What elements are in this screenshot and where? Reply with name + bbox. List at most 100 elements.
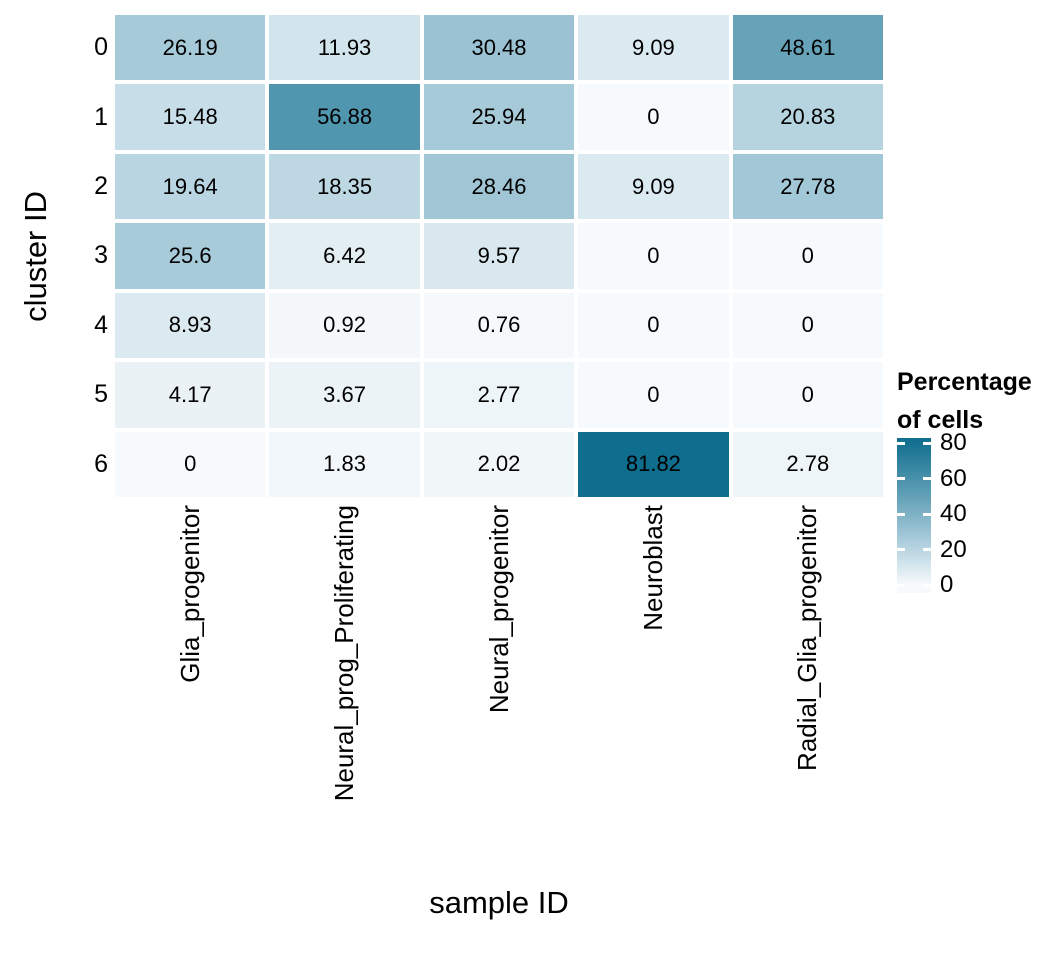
cell-value-label: 0 bbox=[647, 242, 660, 268]
legend-tick-mark bbox=[897, 512, 905, 516]
cell-value-label: 0 bbox=[801, 312, 814, 338]
heatmap-cell: 28.46 bbox=[423, 153, 575, 220]
cell-value-label: 2.77 bbox=[477, 381, 521, 407]
cell-value-label: 28.46 bbox=[471, 173, 527, 199]
cell-value-label: 0 bbox=[647, 312, 660, 338]
cell-value-label: 9.09 bbox=[631, 173, 675, 199]
cell-value-label: 26.19 bbox=[162, 34, 218, 60]
legend-tick-mark bbox=[923, 477, 931, 480]
y-tick-label: 4 bbox=[94, 310, 108, 339]
cell-value-label: 0 bbox=[184, 451, 197, 477]
heatmap-cell: 25.94 bbox=[423, 84, 575, 150]
cell-value-label: 25.94 bbox=[471, 104, 527, 130]
cell-value-label: 30.48 bbox=[471, 34, 527, 60]
x-tick-label: Neuroblast bbox=[637, 505, 668, 631]
cell-value-label: 48.61 bbox=[780, 34, 836, 60]
x-tick-label: Glia_progenitor bbox=[174, 505, 205, 683]
heatmap-cell: 0.76 bbox=[423, 292, 575, 359]
x-tick-label: Radial_Glia_progenitor bbox=[792, 505, 823, 771]
cell-value-label: 0 bbox=[801, 381, 814, 407]
cell-value-label: 18.35 bbox=[317, 173, 373, 199]
heatmap-cell: 11.93 bbox=[269, 15, 420, 81]
legend-tick-label: 80 bbox=[940, 429, 967, 456]
y-axis-tick-labels: 0 1 2 3 4 5 6 bbox=[58, 15, 108, 497]
heatmap-cell: 25.6 bbox=[115, 223, 266, 289]
heatmap-cell: 0 bbox=[732, 362, 883, 428]
y-tick-label: 5 bbox=[94, 380, 108, 409]
cell-value-label: 11.93 bbox=[317, 34, 372, 60]
heatmap-cell: 0 bbox=[578, 223, 729, 289]
cell-value-label: 9.57 bbox=[477, 242, 521, 268]
x-axis-title: sample ID bbox=[429, 885, 569, 920]
legend-title-line: of cells bbox=[897, 406, 984, 434]
cell-value-label: 19.64 bbox=[162, 173, 218, 199]
heatmap-cell: 9.57 bbox=[423, 223, 575, 289]
y-tick-label: 3 bbox=[94, 241, 108, 270]
cell-value-label: 0 bbox=[647, 104, 660, 130]
heatmap-grid: 26.19 11.93 30.48 9.09 48.61 15.48 56.88 25.94 0… bbox=[115, 15, 883, 497]
heatmap-cell: 3.67 bbox=[269, 362, 420, 428]
heatmap-cell: 0 bbox=[578, 84, 729, 150]
legend-title: Percentage of cells bbox=[897, 363, 1032, 439]
cell-value-label: 27.78 bbox=[780, 173, 836, 199]
legend-tick-mark bbox=[897, 477, 905, 480]
legend-title-line: Percentage bbox=[897, 368, 1032, 396]
y-tick-label: 6 bbox=[94, 449, 108, 478]
cell-value-label: 20.83 bbox=[780, 104, 836, 130]
x-tick-label: Neural_prog_Proliferating bbox=[329, 505, 360, 802]
legend-tick-mark bbox=[923, 583, 931, 587]
legend-tick-mark bbox=[923, 512, 931, 516]
heatmap-cell: 2.78 bbox=[732, 431, 883, 497]
heatmap-cell: 2.02 bbox=[423, 431, 575, 497]
cell-value-label: 2.02 bbox=[477, 451, 521, 477]
cell-value-label: 9.09 bbox=[631, 34, 675, 60]
cell-value-label: 3.67 bbox=[323, 381, 366, 407]
heatmap-cell: 27.78 bbox=[732, 153, 883, 220]
legend-tick-label: 20 bbox=[940, 535, 967, 563]
cell-value-label: 8.93 bbox=[168, 312, 212, 338]
heatmap-cell: 56.88 bbox=[269, 84, 420, 150]
legend-tick-label: 60 bbox=[940, 464, 967, 492]
heatmap-cell: 0 bbox=[115, 431, 266, 497]
y-axis-title-text: cluster ID bbox=[18, 190, 53, 322]
cell-value-label: 0.92 bbox=[323, 312, 366, 338]
cell-value-label: 0.76 bbox=[477, 312, 521, 338]
y-tick-label: 1 bbox=[94, 102, 108, 131]
heatmap-cell: 0 bbox=[732, 292, 883, 359]
cell-value-label: 56.88 bbox=[317, 104, 373, 130]
heatmap-cell: 0.92 bbox=[269, 292, 420, 359]
heatmap-cell: 8.93 bbox=[115, 292, 266, 359]
cell-value-label: 81.82 bbox=[625, 451, 681, 477]
heatmap-cell: 15.48 bbox=[115, 84, 266, 150]
heatmap-cell: 2.77 bbox=[423, 362, 575, 428]
legend-tick-mark bbox=[897, 583, 905, 587]
cell-value-label: 15.48 bbox=[162, 104, 218, 130]
legend-tick-mark bbox=[897, 548, 905, 551]
heatmap-cell: 19.64 bbox=[115, 153, 266, 220]
heatmap-cell: 81.82 bbox=[578, 431, 729, 497]
cell-value-label: 6.42 bbox=[323, 242, 366, 268]
heatmap-cell: 9.09 bbox=[578, 15, 729, 81]
x-tick-label: Neural_progenitor bbox=[483, 505, 514, 714]
heatmap-cell: 18.35 bbox=[269, 153, 420, 220]
heatmap-cell: 20.83 bbox=[732, 84, 883, 150]
heatmap-cell: 26.19 bbox=[115, 15, 266, 81]
heatmap-cell: 30.48 bbox=[423, 15, 575, 81]
heatmap-cell: 0 bbox=[732, 223, 883, 289]
cell-value-label: 0 bbox=[801, 242, 814, 268]
legend-tick-mark bbox=[923, 548, 931, 551]
heatmap-cell: 1.83 bbox=[269, 431, 420, 497]
cell-value-label: 0 bbox=[647, 381, 660, 407]
cell-value-label: 25.6 bbox=[168, 242, 212, 268]
y-tick-label: 2 bbox=[94, 172, 108, 201]
y-tick-label: 0 bbox=[94, 33, 108, 62]
legend-tick-label: 0 bbox=[940, 571, 954, 598]
legend-tick-mark bbox=[897, 441, 905, 445]
heatmap-cell: 48.61 bbox=[732, 15, 883, 81]
cell-value-label: 1.83 bbox=[323, 451, 366, 477]
legend-tick-mark bbox=[923, 441, 931, 445]
heatmap-cell: 0 bbox=[578, 362, 729, 428]
y-axis-title: cluster ID bbox=[14, 15, 58, 497]
heatmap-cell: 9.09 bbox=[578, 153, 729, 220]
